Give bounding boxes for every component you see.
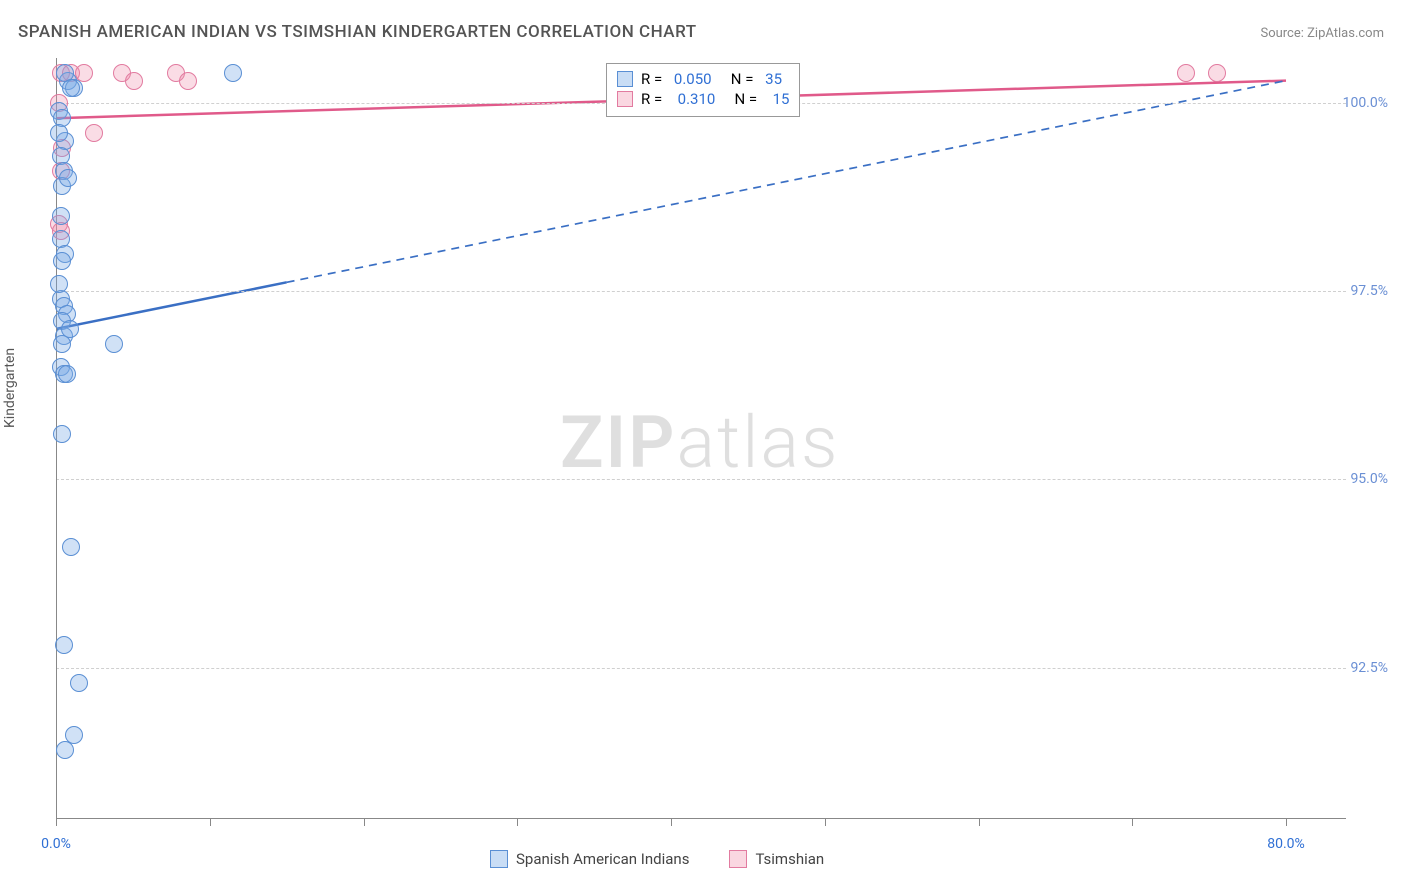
- gridline-horizontal: [56, 668, 1346, 669]
- y-tick-label: 97.5%: [1350, 283, 1388, 299]
- legend-label: Spanish American Indians: [516, 850, 689, 868]
- data-point: [1177, 64, 1195, 82]
- n-value: 35: [765, 70, 782, 88]
- data-point: [59, 169, 77, 187]
- n-label: N =: [723, 90, 764, 108]
- legend-swatch: [617, 91, 633, 107]
- data-point: [50, 124, 68, 142]
- series-legend: Spanish American Indians Tsimshian: [490, 850, 824, 868]
- data-point: [1208, 64, 1226, 82]
- trend-lines-layer: [56, 58, 1346, 828]
- x-tick: [56, 818, 57, 826]
- data-point: [85, 124, 103, 142]
- correlation-stats-box: R = 0.050 N = 35R = 0.310 N = 15: [606, 63, 800, 117]
- r-label: R =: [641, 70, 666, 88]
- gridline-horizontal: [56, 479, 1346, 480]
- data-point: [70, 674, 88, 692]
- data-point: [53, 335, 71, 353]
- x-tick-label: 80.0%: [1267, 836, 1305, 852]
- y-tick-label: 95.0%: [1350, 471, 1388, 487]
- legend-item: Tsimshian: [729, 850, 824, 868]
- stats-row: R = 0.310 N = 15: [617, 90, 789, 108]
- r-value: 0.050: [674, 70, 712, 88]
- x-tick: [1286, 818, 1287, 826]
- x-axis-line: [56, 818, 1346, 819]
- x-tick: [210, 818, 211, 826]
- data-point: [55, 636, 73, 654]
- x-tick: [825, 818, 826, 826]
- y-tick-label: 100.0%: [1343, 95, 1388, 111]
- source-attribution: Source: ZipAtlas.com: [1260, 26, 1384, 41]
- r-value: 0.310: [678, 90, 716, 108]
- x-tick: [979, 818, 980, 826]
- data-point: [105, 335, 123, 353]
- x-tick: [364, 818, 365, 826]
- y-tick-label: 92.5%: [1350, 660, 1388, 676]
- scatter-chart: [56, 58, 1346, 818]
- data-point: [62, 538, 80, 556]
- data-point: [52, 207, 70, 225]
- legend-swatch: [490, 850, 508, 868]
- r-label: R =: [641, 90, 670, 108]
- x-tick: [671, 818, 672, 826]
- data-point: [125, 72, 143, 90]
- n-label: N =: [720, 70, 758, 88]
- y-axis-label: Kindergarten: [2, 348, 18, 428]
- gridline-horizontal: [56, 291, 1346, 292]
- data-point: [56, 741, 74, 759]
- legend-swatch: [617, 71, 633, 87]
- stats-row: R = 0.050 N = 35: [617, 70, 789, 88]
- data-point: [58, 365, 76, 383]
- n-value: 15: [773, 90, 790, 108]
- data-point: [179, 72, 197, 90]
- x-tick-label: 0.0%: [41, 836, 71, 852]
- x-tick: [1132, 818, 1133, 826]
- data-point: [224, 64, 242, 82]
- data-point: [53, 252, 71, 270]
- x-tick: [517, 818, 518, 826]
- trend-line: [56, 282, 287, 329]
- legend-label: Tsimshian: [755, 850, 824, 868]
- data-point: [62, 79, 80, 97]
- legend-item: Spanish American Indians: [490, 850, 689, 868]
- legend-swatch: [729, 850, 747, 868]
- chart-title: SPANISH AMERICAN INDIAN VS TSIMSHIAN KIN…: [18, 22, 697, 42]
- data-point: [53, 425, 71, 443]
- data-point: [50, 275, 68, 293]
